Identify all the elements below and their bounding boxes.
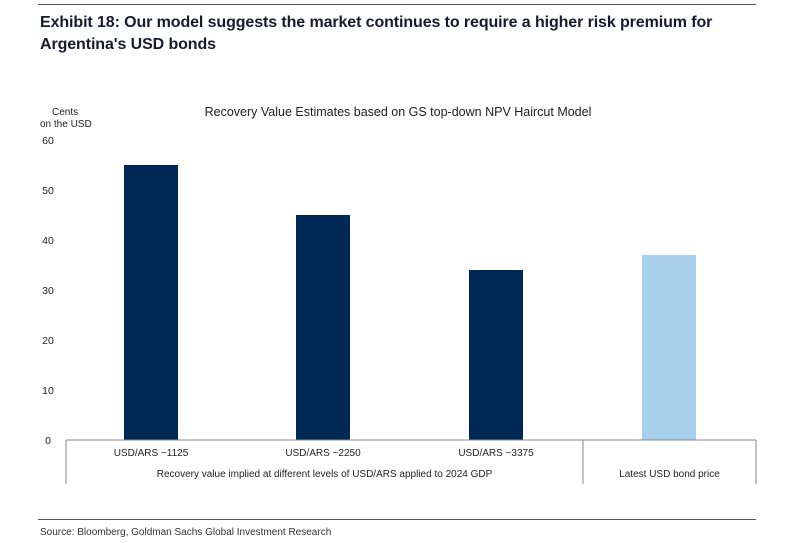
y-tick-label: 40 (42, 235, 54, 247)
bar (642, 255, 696, 440)
group-label-recovery: Recovery value implied at different leve… (157, 469, 493, 480)
x-axis-labels: USD/ARS ~1125 USD/ARS ~2250 USD/ARS ~3375 R… (114, 448, 721, 480)
y-axis-label-line-2: on the USD (40, 119, 92, 130)
y-axis-ticks: 0 10 20 30 40 50 60 (42, 135, 54, 447)
x-tick-label: USD/ARS ~2250 (285, 448, 361, 459)
y-tick-label: 0 (45, 435, 51, 447)
chart-title: Recovery Value Estimates based on GS top… (205, 105, 592, 119)
x-tick-label: USD/ARS ~3375 (458, 448, 534, 459)
bar (469, 270, 523, 440)
y-tick-label: 50 (42, 185, 54, 197)
axes (65, 439, 757, 484)
group-label-bond-price: Latest USD bond price (619, 469, 720, 480)
y-tick-label: 20 (42, 335, 54, 347)
y-tick-label: 30 (42, 285, 54, 297)
exhibit-title: Exhibit 18: Our model suggests the marke… (40, 14, 713, 53)
bar (124, 165, 178, 440)
source-note: Source: Bloomberg, Goldman Sachs Global … (40, 527, 332, 538)
y-tick-label: 60 (42, 135, 54, 147)
top-rule (38, 4, 756, 5)
bar-chart: Recovery Value Estimates based on GS top… (40, 105, 757, 484)
y-tick-label: 10 (42, 385, 54, 397)
bottom-rule (38, 519, 756, 520)
y-axis-label-line-1: Cents (52, 107, 78, 118)
bar (296, 215, 350, 440)
bars (124, 165, 696, 440)
x-tick-label: USD/ARS ~1125 (114, 448, 189, 459)
